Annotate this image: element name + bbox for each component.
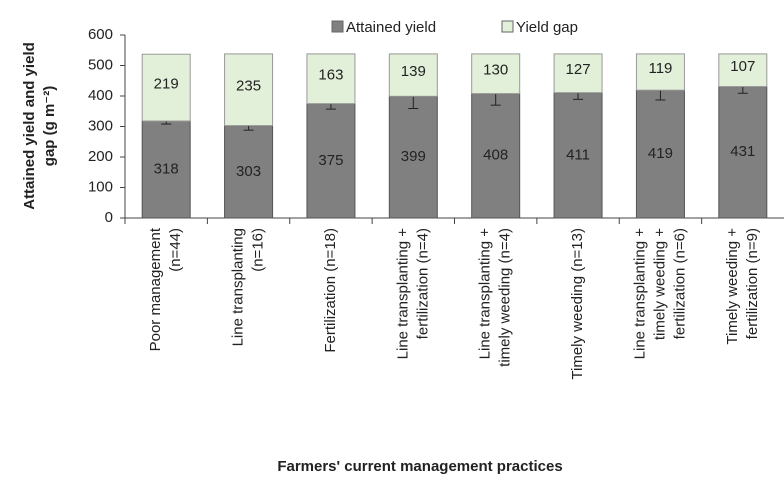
bar-segment [224, 125, 274, 219]
y-tick-label: 0 [105, 209, 113, 226]
x-tick-label: Line transplanting + timely weeding (n=4) [477, 228, 514, 367]
x-tick-label: Fertilization (n=18) [322, 228, 339, 353]
x-tick-label: Line transplanting + fertilization (n=4) [394, 228, 431, 360]
value-label: 411 [566, 146, 590, 163]
value-label: 130 [483, 62, 508, 79]
value-label: 375 [318, 152, 343, 169]
value-label: 163 [318, 67, 343, 84]
bar-segment [553, 53, 603, 94]
y-tick-label: 500 [88, 56, 113, 73]
bar-segment [471, 53, 521, 95]
bar-segment [306, 103, 356, 219]
value-label: 107 [730, 58, 755, 75]
value-label: 119 [648, 60, 672, 77]
x-tick-label: Timely weeding + fertilization (n=9) [724, 228, 761, 345]
value-label: 408 [483, 147, 508, 164]
value-label: 235 [236, 78, 261, 95]
bar-segment [718, 53, 768, 88]
bar-segment [141, 53, 191, 122]
value-label: 419 [648, 145, 673, 162]
legend-swatch [501, 20, 514, 33]
x-axis-title: Farmers' current management practices [277, 458, 562, 475]
value-label: 318 [154, 160, 179, 177]
bar-segment [141, 120, 191, 219]
value-label: 127 [566, 61, 591, 78]
bar-segment [388, 95, 438, 219]
bar-segment [553, 92, 603, 219]
legend-label: Attained yield [346, 19, 436, 36]
x-tick-label: Line transplanting (n=16) [230, 228, 267, 346]
bar-segment [388, 53, 438, 97]
bar-segment [635, 89, 685, 219]
bar-segment [306, 53, 356, 105]
bar-segment [635, 53, 685, 91]
legend-label: Yield gap [516, 19, 578, 36]
y-tick-label: 200 [88, 148, 113, 165]
y-tick-label: 600 [88, 26, 113, 43]
x-tick-label: Timely weeding (n=13) [569, 228, 586, 380]
value-label: 139 [401, 63, 426, 80]
x-tick-label: Poor management (n=44) [147, 227, 184, 351]
y-tick-label: 400 [88, 87, 113, 104]
y-tick-label: 300 [88, 117, 113, 134]
y-axis-title: Attained yield and yield gap (g m⁻²) [21, 42, 58, 210]
bar-segment [224, 53, 274, 127]
value-label: 303 [236, 163, 261, 180]
bar-segment [471, 93, 521, 219]
value-label: 431 [730, 143, 755, 160]
y-tick-label: 100 [88, 178, 113, 195]
x-tick-label: Line transplanting + timely weeding + fert… [631, 228, 688, 360]
value-label: 219 [154, 76, 179, 93]
legend-swatch [331, 20, 344, 33]
value-label: 399 [401, 148, 426, 165]
bar-segment [718, 86, 768, 219]
